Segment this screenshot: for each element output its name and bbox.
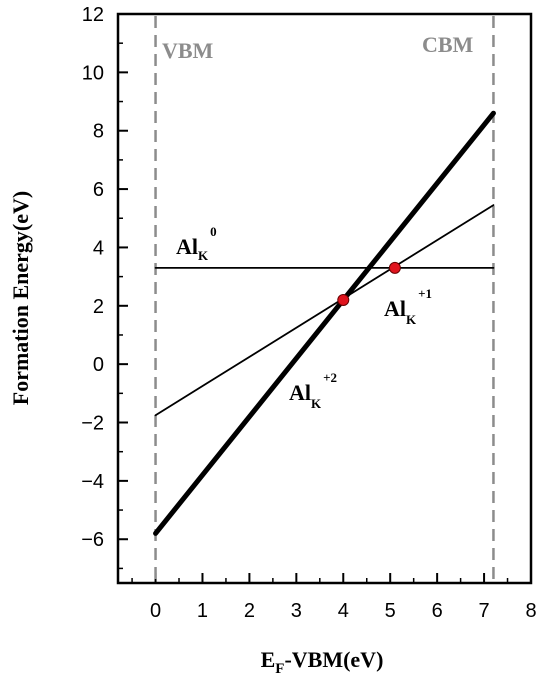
x-tick-label: 6 [432, 600, 443, 622]
y-tick-label: −2 [81, 413, 104, 435]
x-tick-label: 4 [338, 600, 349, 622]
y-tick-label: −6 [81, 529, 104, 551]
y-tick-label: −4 [81, 471, 104, 493]
cbm-label: CBM [422, 32, 474, 57]
y-tick-label: 8 [93, 121, 104, 143]
transition-point [337, 293, 350, 306]
x-axis-title: EF-VBM(eV) [261, 647, 384, 677]
x-tick-label: 1 [197, 600, 208, 622]
series-line-al-k-plus2 [153, 110, 496, 536]
vbm-label: VBM [162, 38, 214, 63]
series-line-al-k-plus1 [154, 204, 495, 417]
x-tick-label: 8 [525, 600, 536, 622]
x-tick-label: 7 [479, 600, 490, 622]
y-tick-label: 12 [82, 4, 104, 26]
y-axis-title: Formation Energy(eV) [8, 191, 33, 405]
y-tick-label: 2 [93, 296, 104, 318]
series-label-al-k-0: AlK0 [176, 224, 217, 263]
series-label-al-k-plus1: AlK+1 [384, 286, 432, 327]
y-tick-label: 4 [93, 237, 104, 259]
series-label-al-k-plus2: AlK+2 [289, 370, 337, 411]
plot-frame [116, 12, 533, 585]
y-tick-label: 0 [93, 354, 104, 376]
y-tick-label: 6 [93, 179, 104, 201]
transition-point [388, 261, 401, 274]
x-tick-label: 2 [244, 600, 255, 622]
x-tick-label: 3 [291, 600, 302, 622]
x-tick-label: 0 [150, 600, 161, 622]
y-tick-label: 10 [82, 62, 104, 84]
x-tick-label: 5 [385, 600, 396, 622]
